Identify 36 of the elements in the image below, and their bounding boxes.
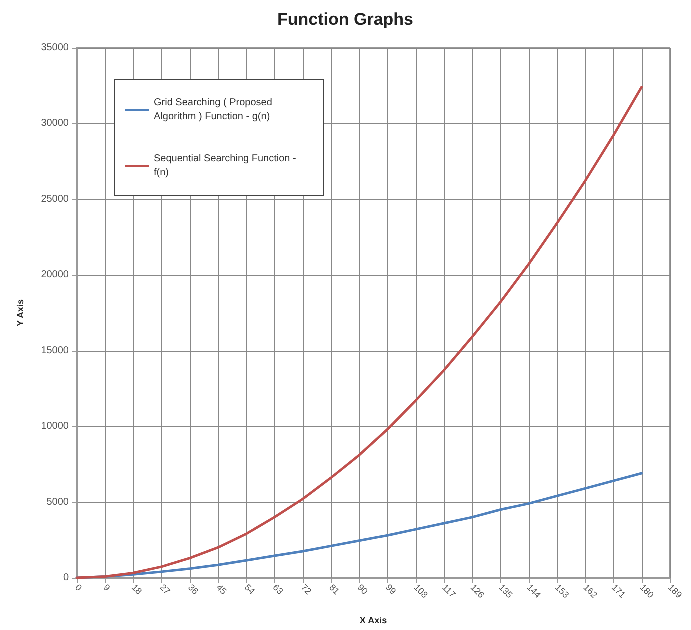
x-tick-label: 126 [468, 582, 486, 600]
y-axis-title: Y Axis [16, 299, 26, 327]
x-axis-title: X Axis [360, 616, 388, 626]
legend-label: Grid Searching ( Proposed Algorithm ) Function - g(n) [154, 98, 276, 122]
y-tick-label: 35000 [41, 42, 70, 54]
x-tick-label: 54 [242, 582, 258, 597]
chart-title: Function Graphs [278, 10, 414, 29]
x-tick-label: 135 [497, 582, 515, 600]
x-tick-label: 153 [554, 582, 572, 600]
x-tick-label: 108 [412, 582, 430, 600]
x-tick-label: 72 [299, 582, 314, 597]
x-tick-label: 0 [73, 582, 84, 594]
x-tick-label: 171 [610, 582, 628, 600]
x-tick-label: 189 [666, 582, 684, 600]
x-tick-label: 162 [582, 582, 600, 600]
x-tick-label: 99 [384, 582, 398, 597]
y-tick-label: 10000 [41, 421, 70, 432]
y-tick-label: 20000 [41, 270, 70, 281]
legend-label: Sequential Searching Function - f(n) [154, 154, 300, 178]
x-tick-label: 27 [158, 582, 172, 597]
x-tick-label: 144 [525, 582, 543, 600]
y-tick-label: 30000 [41, 118, 70, 130]
x-tick-label: 90 [356, 582, 370, 597]
x-tick-label: 9 [102, 582, 112, 594]
x-tick-label: 180 [638, 582, 656, 600]
line-series [76, 86, 644, 580]
x-tick-label: 63 [271, 582, 286, 597]
x-tick-label: 45 [214, 582, 229, 597]
y-tick-label: 5000 [46, 496, 70, 508]
x-tick-label: 36 [186, 582, 201, 597]
y-tick-label: 15000 [41, 345, 70, 356]
x-tick-label: 81 [328, 582, 342, 597]
y-tick-label: 0 [63, 572, 70, 584]
x-tick-label: 18 [130, 582, 144, 597]
x-tick-label: 117 [440, 582, 458, 600]
y-tick-label: 25000 [41, 194, 70, 205]
